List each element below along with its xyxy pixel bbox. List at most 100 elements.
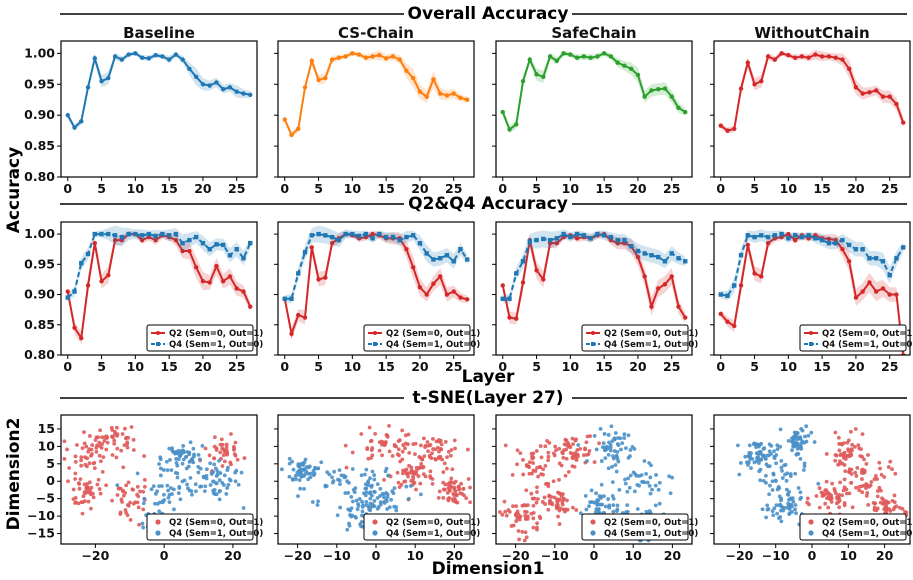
legend-marker <box>156 331 160 335</box>
series-red-point <box>718 123 723 128</box>
series-q4-band <box>502 229 686 304</box>
q2-point <box>564 456 569 461</box>
q2-point <box>142 484 147 489</box>
q4-point <box>327 472 332 477</box>
series-green-point <box>642 94 647 99</box>
q4-point <box>172 507 176 512</box>
series-green-point <box>683 109 688 115</box>
q2-point <box>453 479 458 484</box>
q4-point <box>222 473 227 478</box>
q4-point <box>341 473 346 478</box>
q4-point <box>141 501 146 506</box>
q2-point <box>531 468 536 473</box>
q2-point <box>522 538 527 543</box>
q4-point <box>330 475 334 480</box>
q2-point <box>138 489 142 494</box>
legend-label: Q4 (Sem=1, Out=0) <box>169 529 263 539</box>
q4-point <box>193 482 198 487</box>
q2-point <box>514 504 519 509</box>
q2-point <box>558 497 562 502</box>
q2-point <box>853 470 858 475</box>
q2-point <box>141 489 146 494</box>
q4-point <box>615 509 619 513</box>
q4-point <box>370 469 375 474</box>
q4-point <box>576 443 581 447</box>
q2-point <box>557 508 562 513</box>
series-q2-point <box>465 297 470 302</box>
q4-point <box>287 456 292 461</box>
q2-point <box>73 460 78 464</box>
series-q2-point <box>683 315 688 320</box>
series-q4-point <box>187 237 192 243</box>
series-green-point <box>554 58 560 63</box>
q2-point <box>823 501 828 506</box>
series-orange-point <box>363 55 369 60</box>
q4-point <box>208 461 213 466</box>
q2-point <box>531 525 536 530</box>
q4-point <box>166 495 171 500</box>
q4-point <box>392 486 397 491</box>
q2-point <box>359 432 364 436</box>
q4-point <box>296 494 300 499</box>
plot-area <box>500 229 688 325</box>
series-red-point <box>792 55 798 60</box>
q2-point <box>115 493 120 497</box>
q4-point <box>158 455 163 460</box>
q2-point <box>96 477 101 482</box>
q2-point <box>826 505 831 510</box>
series-green-point <box>662 86 668 91</box>
x-tick-label: 10 <box>406 548 424 563</box>
legend-box <box>363 513 471 541</box>
q4-point <box>752 460 757 465</box>
plot-area <box>65 51 253 131</box>
q2-point <box>571 442 575 447</box>
q2-point <box>387 449 392 454</box>
series-orange-point <box>410 75 416 81</box>
q4-point <box>593 510 598 514</box>
q2-point <box>860 477 864 481</box>
q4-point <box>766 464 770 469</box>
series-orange-point <box>431 77 436 82</box>
q2-point <box>343 443 348 448</box>
q2-point <box>221 447 226 452</box>
q4-point <box>406 496 411 501</box>
series-q2-point <box>79 335 84 341</box>
q2-point <box>448 488 452 493</box>
q4-point <box>196 470 201 475</box>
q4-point <box>809 430 814 435</box>
series-q2-point <box>112 237 118 243</box>
series-q4-point <box>860 247 865 252</box>
q4-point <box>180 450 185 454</box>
q2-point <box>224 442 229 447</box>
series-red-point <box>846 66 852 72</box>
q4-point <box>151 484 156 489</box>
series-q2-point <box>894 292 899 297</box>
q4-point <box>791 444 795 449</box>
q4-point <box>212 462 217 467</box>
q2-point <box>814 494 819 498</box>
q2-point <box>101 455 106 460</box>
q4-point <box>408 484 413 488</box>
q2-point <box>396 447 401 452</box>
y-tick-label: 1.00 <box>24 226 55 241</box>
q2-point <box>366 456 371 461</box>
q2-point <box>110 428 115 432</box>
q2-point <box>531 516 536 521</box>
q4-point <box>187 452 192 457</box>
q4-point <box>748 457 753 461</box>
q4-point <box>640 480 644 484</box>
q2-point <box>440 457 445 462</box>
q4-point <box>203 484 208 489</box>
q2-point <box>829 500 834 504</box>
x-tick-label: 10 <box>780 181 798 196</box>
x-tick-label: 25 <box>228 359 245 374</box>
q4-point <box>626 456 631 460</box>
q4-point <box>607 505 612 510</box>
series-red-point <box>880 94 886 99</box>
q4-point <box>752 441 757 446</box>
q2-point <box>92 461 97 465</box>
series-q4-point <box>444 253 450 258</box>
series-q2-point <box>867 280 872 285</box>
q4-point <box>613 431 618 435</box>
q2-point <box>853 427 858 431</box>
